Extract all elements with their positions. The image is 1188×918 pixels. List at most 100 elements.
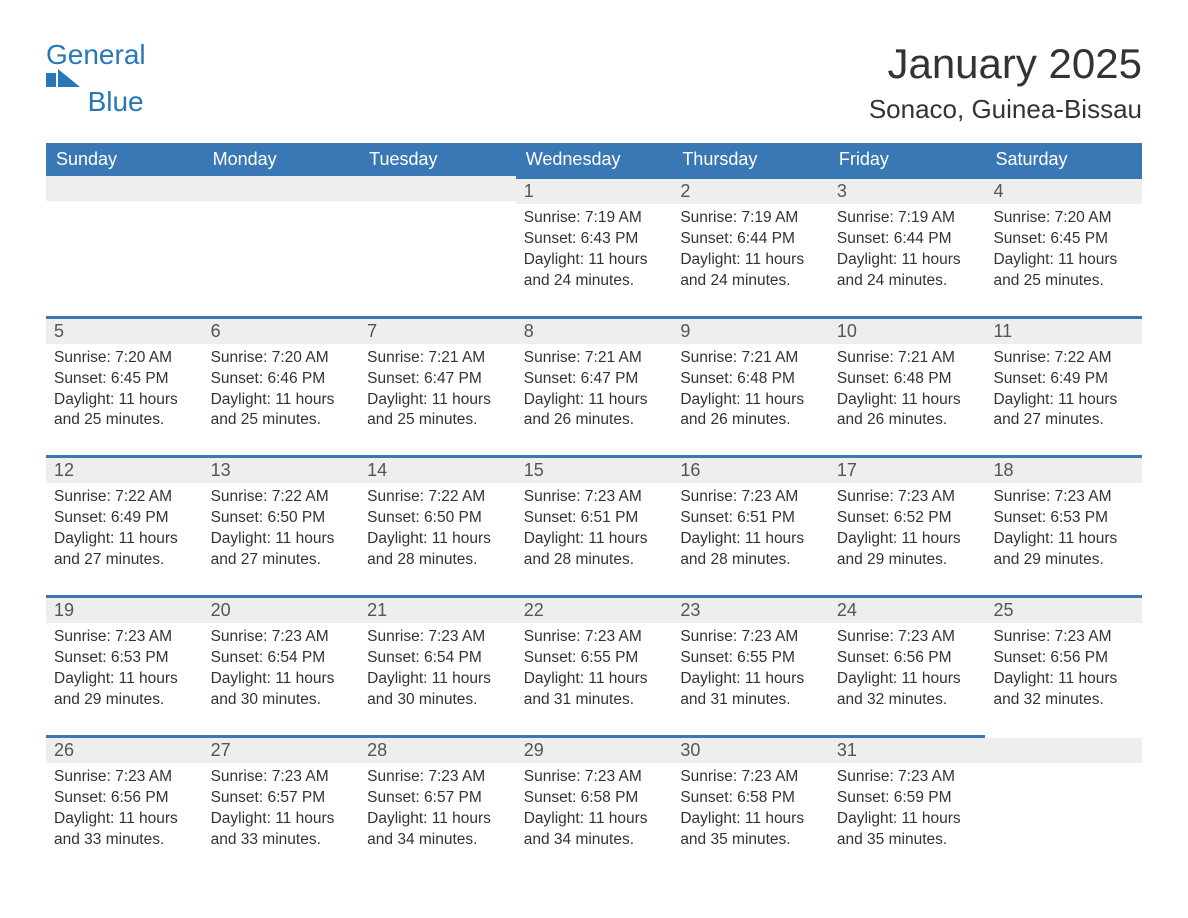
day-cell: 4Sunrise: 7:20 AMSunset: 6:45 PMDaylight… — [985, 176, 1142, 316]
day-number: 22 — [516, 598, 673, 623]
sunset-line: Sunset: 6:57 PM — [211, 788, 352, 809]
day-details: Sunrise: 7:19 AMSunset: 6:44 PMDaylight:… — [672, 204, 829, 292]
daylight-line: Daylight: 11 hours and 25 minutes. — [367, 390, 508, 432]
sunset-line: Sunset: 6:47 PM — [524, 369, 665, 390]
sunrise-line: Sunrise: 7:20 AM — [54, 348, 195, 369]
day-number: 27 — [203, 738, 360, 763]
sunrise-line: Sunrise: 7:19 AM — [837, 208, 978, 229]
day-cell: 10Sunrise: 7:21 AMSunset: 6:48 PMDayligh… — [829, 316, 986, 456]
day-number: 23 — [672, 598, 829, 623]
day-number: 15 — [516, 458, 673, 483]
day-number: 18 — [985, 458, 1142, 483]
day-number: 5 — [46, 319, 203, 344]
day-cell: 19Sunrise: 7:23 AMSunset: 6:53 PMDayligh… — [46, 595, 203, 735]
sunset-line: Sunset: 6:49 PM — [54, 508, 195, 529]
sunrise-line: Sunrise: 7:22 AM — [367, 487, 508, 508]
daylight-line: Daylight: 11 hours and 26 minutes. — [837, 390, 978, 432]
day-cell: 26Sunrise: 7:23 AMSunset: 6:56 PMDayligh… — [46, 735, 203, 875]
day-number — [985, 738, 1142, 763]
sunset-line: Sunset: 6:46 PM — [211, 369, 352, 390]
day-number: 30 — [672, 738, 829, 763]
daylight-line: Daylight: 11 hours and 35 minutes. — [837, 809, 978, 851]
week-row: 12Sunrise: 7:22 AMSunset: 6:49 PMDayligh… — [46, 455, 1142, 595]
brand-logo: General Blue — [46, 40, 146, 117]
sunrise-line: Sunrise: 7:19 AM — [680, 208, 821, 229]
daylight-line: Daylight: 11 hours and 29 minutes. — [54, 669, 195, 711]
day-cell: 25Sunrise: 7:23 AMSunset: 6:56 PMDayligh… — [985, 595, 1142, 735]
day-details: Sunrise: 7:23 AMSunset: 6:59 PMDaylight:… — [829, 763, 986, 851]
sunset-line: Sunset: 6:55 PM — [680, 648, 821, 669]
sunset-line: Sunset: 6:56 PM — [837, 648, 978, 669]
day-details: Sunrise: 7:21 AMSunset: 6:48 PMDaylight:… — [672, 344, 829, 432]
day-details: Sunrise: 7:23 AMSunset: 6:58 PMDaylight:… — [672, 763, 829, 851]
daylight-line: Daylight: 11 hours and 34 minutes. — [524, 809, 665, 851]
sunset-line: Sunset: 6:44 PM — [837, 229, 978, 250]
day-cell: 22Sunrise: 7:23 AMSunset: 6:55 PMDayligh… — [516, 595, 673, 735]
sunset-line: Sunset: 6:50 PM — [211, 508, 352, 529]
sunset-line: Sunset: 6:54 PM — [367, 648, 508, 669]
daylight-line: Daylight: 11 hours and 32 minutes. — [837, 669, 978, 711]
week-row: 26Sunrise: 7:23 AMSunset: 6:56 PMDayligh… — [46, 735, 1142, 875]
daylight-line: Daylight: 11 hours and 29 minutes. — [837, 529, 978, 571]
sunrise-line: Sunrise: 7:23 AM — [993, 627, 1134, 648]
sunrise-line: Sunrise: 7:23 AM — [680, 487, 821, 508]
day-number: 28 — [359, 738, 516, 763]
day-details: Sunrise: 7:21 AMSunset: 6:47 PMDaylight:… — [359, 344, 516, 432]
sunrise-line: Sunrise: 7:22 AM — [993, 348, 1134, 369]
day-cell: 12Sunrise: 7:22 AMSunset: 6:49 PMDayligh… — [46, 455, 203, 595]
daylight-line: Daylight: 11 hours and 28 minutes. — [524, 529, 665, 571]
sunrise-line: Sunrise: 7:23 AM — [680, 627, 821, 648]
day-cell: 11Sunrise: 7:22 AMSunset: 6:49 PMDayligh… — [985, 316, 1142, 456]
day-number: 8 — [516, 319, 673, 344]
daylight-line: Daylight: 11 hours and 29 minutes. — [993, 529, 1134, 571]
daylight-line: Daylight: 11 hours and 24 minutes. — [680, 250, 821, 292]
month-title: January 2025 — [869, 40, 1142, 88]
day-number — [203, 176, 360, 201]
day-number: 1 — [516, 179, 673, 204]
day-number: 4 — [985, 179, 1142, 204]
day-details: Sunrise: 7:19 AMSunset: 6:44 PMDaylight:… — [829, 204, 986, 292]
title-block: January 2025 Sonaco, Guinea-Bissau — [869, 40, 1142, 125]
sunset-line: Sunset: 6:45 PM — [993, 229, 1134, 250]
daylight-line: Daylight: 11 hours and 25 minutes. — [993, 250, 1134, 292]
weekday-header: Tuesday — [359, 143, 516, 176]
daylight-line: Daylight: 11 hours and 31 minutes. — [680, 669, 821, 711]
sunset-line: Sunset: 6:51 PM — [680, 508, 821, 529]
sunset-line: Sunset: 6:53 PM — [993, 508, 1134, 529]
sunset-line: Sunset: 6:53 PM — [54, 648, 195, 669]
sunrise-line: Sunrise: 7:23 AM — [367, 767, 508, 788]
logo-line1: General — [46, 39, 146, 70]
day-details: Sunrise: 7:22 AMSunset: 6:50 PMDaylight:… — [359, 483, 516, 571]
weekday-header-row: SundayMondayTuesdayWednesdayThursdayFrid… — [46, 143, 1142, 176]
day-cell: 15Sunrise: 7:23 AMSunset: 6:51 PMDayligh… — [516, 455, 673, 595]
calendar-page: General Blue January 2025 Sonaco, Guinea… — [0, 0, 1188, 918]
sunset-line: Sunset: 6:44 PM — [680, 229, 821, 250]
daylight-line: Daylight: 11 hours and 35 minutes. — [680, 809, 821, 851]
location-label: Sonaco, Guinea-Bissau — [869, 94, 1142, 125]
empty-day-cell — [203, 176, 360, 316]
calendar-grid: SundayMondayTuesdayWednesdayThursdayFrid… — [46, 143, 1142, 874]
sunset-line: Sunset: 6:49 PM — [993, 369, 1134, 390]
day-details: Sunrise: 7:23 AMSunset: 6:56 PMDaylight:… — [829, 623, 986, 711]
day-number: 26 — [46, 738, 203, 763]
logo-line2: Blue — [46, 87, 146, 116]
sunrise-line: Sunrise: 7:23 AM — [211, 627, 352, 648]
header-row: General Blue January 2025 Sonaco, Guinea… — [46, 40, 1142, 125]
day-details: Sunrise: 7:21 AMSunset: 6:48 PMDaylight:… — [829, 344, 986, 432]
sunset-line: Sunset: 6:59 PM — [837, 788, 978, 809]
weekday-header: Monday — [203, 143, 360, 176]
sunset-line: Sunset: 6:48 PM — [837, 369, 978, 390]
day-number: 17 — [829, 458, 986, 483]
day-details: Sunrise: 7:23 AMSunset: 6:57 PMDaylight:… — [359, 763, 516, 851]
daylight-line: Daylight: 11 hours and 30 minutes. — [367, 669, 508, 711]
day-number: 14 — [359, 458, 516, 483]
sunrise-line: Sunrise: 7:21 AM — [367, 348, 508, 369]
sunset-line: Sunset: 6:58 PM — [524, 788, 665, 809]
day-cell: 2Sunrise: 7:19 AMSunset: 6:44 PMDaylight… — [672, 176, 829, 316]
day-cell: 13Sunrise: 7:22 AMSunset: 6:50 PMDayligh… — [203, 455, 360, 595]
daylight-line: Daylight: 11 hours and 27 minutes. — [54, 529, 195, 571]
daylight-line: Daylight: 11 hours and 24 minutes. — [837, 250, 978, 292]
day-number — [359, 176, 516, 201]
empty-day-cell — [46, 176, 203, 316]
day-details: Sunrise: 7:21 AMSunset: 6:47 PMDaylight:… — [516, 344, 673, 432]
